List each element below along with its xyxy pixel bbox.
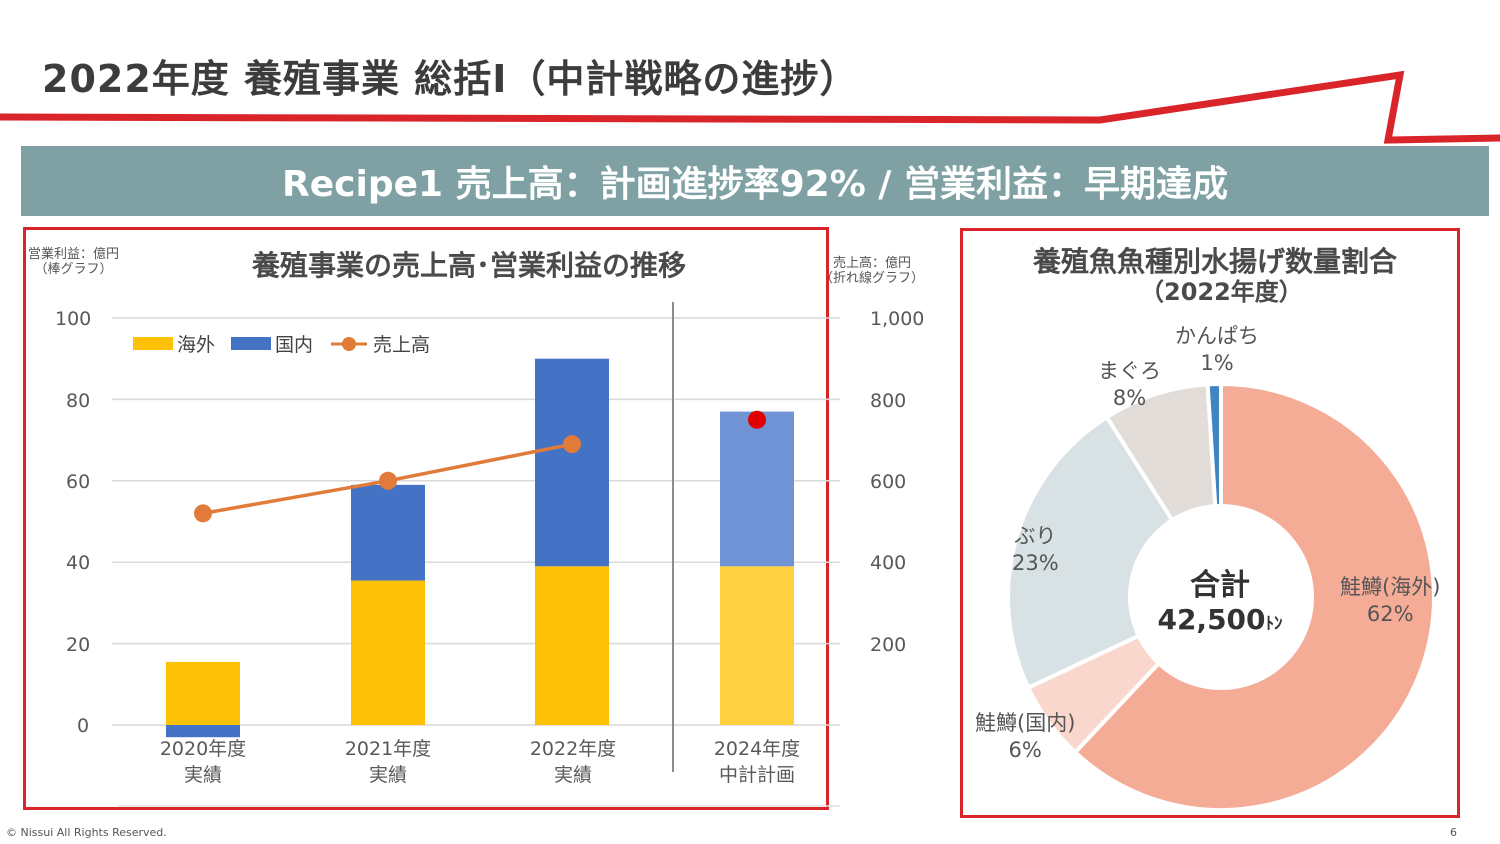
y-tick: 60: [66, 471, 91, 493]
donut-chart-subtitle: （2022年度）: [1140, 278, 1303, 306]
legend-label: 売上高: [373, 334, 431, 356]
right-axis-label: 売上高：億円 （折れ線グラフ）: [820, 256, 925, 286]
y2-tick: 400: [870, 552, 907, 574]
y2-tick: 600: [870, 471, 907, 493]
red-swoosh-decoration: [0, 70, 1500, 144]
y-tick: 20: [66, 634, 91, 656]
left-axis-label: 営業利益：億円 （棒グラフ）: [28, 247, 120, 277]
legend-item-overseas: 海外: [133, 330, 215, 357]
x-tick-label: 2021年度 実績: [344, 738, 432, 786]
sales-profit-chart-panel: [23, 227, 829, 810]
legend-line-marker: [331, 336, 368, 351]
sales-point: [194, 504, 212, 523]
x-tick-label: 2022年度 実績: [529, 738, 617, 786]
slice-label-salmon-domestic: 鮭鱒(国内) 6%: [975, 711, 1076, 762]
bar-domestic: [720, 411, 794, 567]
legend-item-sales: 売上高: [329, 330, 430, 357]
bar-overseas: [166, 661, 240, 725]
copyright: © Nissui All Rights Reserved.: [6, 826, 167, 839]
y2-tick: 200: [870, 634, 907, 656]
sales-point: [379, 471, 397, 490]
legend-swatch: [231, 337, 272, 350]
donut-center-label: 合計: [1190, 568, 1250, 603]
sales-plan-point: [748, 410, 766, 429]
y2-tick: 1,000: [870, 308, 925, 330]
x-tick-label: 2020年度 実績: [159, 738, 247, 786]
donut-center-total: 42,500ﾄﾝ: [1157, 603, 1283, 636]
y-tick: 40: [66, 552, 91, 574]
bar-overseas: [720, 566, 794, 725]
slice-label-yellowtail: ぶり 23%: [1012, 524, 1059, 575]
species-share-panel: [960, 228, 1460, 818]
legend-label: 国内: [275, 334, 314, 356]
sales-point: [563, 435, 581, 454]
donut-slice: [1072, 381, 1436, 812]
legend-swatch: [133, 337, 173, 350]
slide-title: 2022年度 養殖事業 総括Ⅰ（中計戦略の進捗）: [42, 57, 859, 101]
donut-slice: [1205, 381, 1223, 509]
bar-domestic: [535, 358, 609, 567]
bar-overseas: [535, 566, 609, 725]
slice-label-salmon-overseas: 鮭鱒(海外) 62%: [1340, 575, 1441, 626]
bar-overseas: [351, 580, 425, 725]
legend-item-domestic: 国内: [231, 330, 313, 357]
x-tick-label: 2024年度 中計計画: [713, 738, 801, 786]
slice-label-tuna: まぐろ 8%: [1098, 359, 1161, 410]
bar-domestic: [351, 484, 425, 581]
y-tick: 100: [55, 308, 92, 330]
bar-domestic-negative: [166, 725, 240, 738]
donut-chart-title: 養殖魚魚種別水揚げ数量割合: [1033, 245, 1398, 278]
chart-legend: 海外 国内 売上高: [133, 330, 446, 357]
donut-slice: [1006, 414, 1175, 691]
y-tick: 0: [77, 715, 90, 737]
y-tick: 80: [66, 390, 91, 412]
bar-chart-title: 養殖事業の売上高･営業利益の推移: [252, 249, 687, 282]
slice-label-amberjack: かんぱち 1%: [1175, 324, 1259, 375]
legend-label: 海外: [177, 334, 216, 356]
y2-tick: 800: [870, 390, 907, 412]
page-number: 6: [1450, 826, 1457, 839]
summary-banner: Recipe1 売上高：計画進捗率92% / 営業利益：早期達成: [21, 146, 1489, 216]
